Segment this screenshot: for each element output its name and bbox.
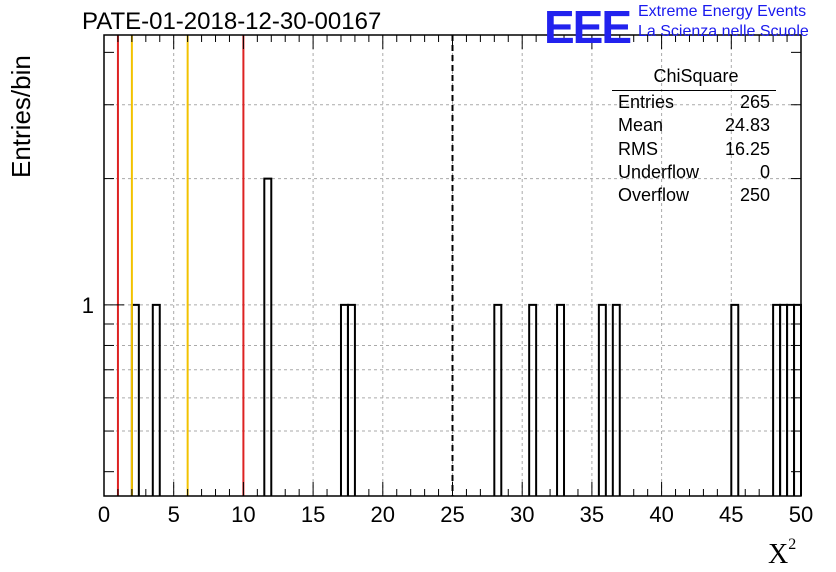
stats-value: 0 xyxy=(759,161,770,182)
x-tick-label: 25 xyxy=(440,502,464,527)
axis-ticks xyxy=(103,35,802,496)
histogram-bars xyxy=(130,177,802,496)
x-axis-label: X2 xyxy=(768,536,796,571)
x-tick-label: 30 xyxy=(510,502,534,527)
x-tick-label: 40 xyxy=(649,502,673,527)
x-tick-label: 20 xyxy=(371,502,395,527)
stats-title: ChiSquare xyxy=(612,66,780,90)
histogram-bar xyxy=(528,303,538,496)
stats-label: Overflow xyxy=(618,185,690,206)
stats-value: 250 xyxy=(739,185,770,206)
tick-labels: 0 5 10 15 20 25 30 35 40 45 50 1 xyxy=(82,293,813,527)
histogram-bar xyxy=(151,303,161,496)
stats-title-text: ChiSquare xyxy=(653,66,739,86)
stats-rows: Entries 265 Mean 24.83 RMS 16.25 Underfl… xyxy=(612,92,780,208)
y-axis-label: Entries/bin xyxy=(6,55,36,178)
histogram-bar xyxy=(263,177,273,496)
stats-label: Entries xyxy=(618,92,675,112)
stats-row-entries: Entries 265 xyxy=(618,92,780,115)
stats-row-mean: Mean 24.83 xyxy=(618,115,780,138)
stats-box: ChiSquare Entries 265 Mean 24.83 RMS 16.… xyxy=(612,66,780,205)
x-tick-label: 45 xyxy=(719,502,743,527)
reference-lines xyxy=(116,35,454,496)
x-axis-label-base: X xyxy=(768,539,789,570)
stats-label: RMS xyxy=(618,138,658,159)
x-tick-label: 10 xyxy=(231,502,255,527)
histogram-bar xyxy=(779,303,789,496)
stats-value: 16.25 xyxy=(724,138,770,159)
histogram-bar xyxy=(772,303,782,496)
y-tick-label: 1 xyxy=(82,293,94,318)
x-tick-label: 0 xyxy=(98,502,110,527)
logo-subtitle-2: La Scienza nelle Scuole xyxy=(638,23,809,40)
histogram-bar xyxy=(556,303,566,496)
histogram-bar xyxy=(339,303,349,496)
x-tick-label: 35 xyxy=(580,502,604,527)
x-axis-label-exponent: 2 xyxy=(788,536,797,553)
histogram-bar xyxy=(493,303,503,496)
stats-value: 24.83 xyxy=(724,115,770,136)
histogram-bar xyxy=(793,303,802,496)
stats-row-underflow: Underflow 0 xyxy=(618,162,780,185)
stats-label: Underflow xyxy=(618,161,700,182)
stats-row-rms: RMS 16.25 xyxy=(618,139,780,162)
x-tick-label: 50 xyxy=(789,502,813,527)
stats-value: 265 xyxy=(739,92,770,112)
chart-title: PATE-01-2018-12-30-00167 xyxy=(82,8,382,35)
histogram-bar xyxy=(611,303,621,496)
stats-row-overflow: Overflow 250 xyxy=(618,185,780,208)
histogram-bar xyxy=(130,303,140,496)
stats-label: Mean xyxy=(618,115,664,136)
histogram-bar xyxy=(786,303,796,496)
logo-subtitle-1: Extreme Energy Events xyxy=(638,3,807,20)
histogram-bar xyxy=(597,303,607,496)
histogram-bar xyxy=(346,303,356,496)
histogram-bar xyxy=(730,303,740,496)
eee-logo: EEE xyxy=(544,1,632,53)
stats-divider xyxy=(612,90,776,91)
x-tick-label: 5 xyxy=(168,502,180,527)
x-tick-label: 15 xyxy=(301,502,325,527)
